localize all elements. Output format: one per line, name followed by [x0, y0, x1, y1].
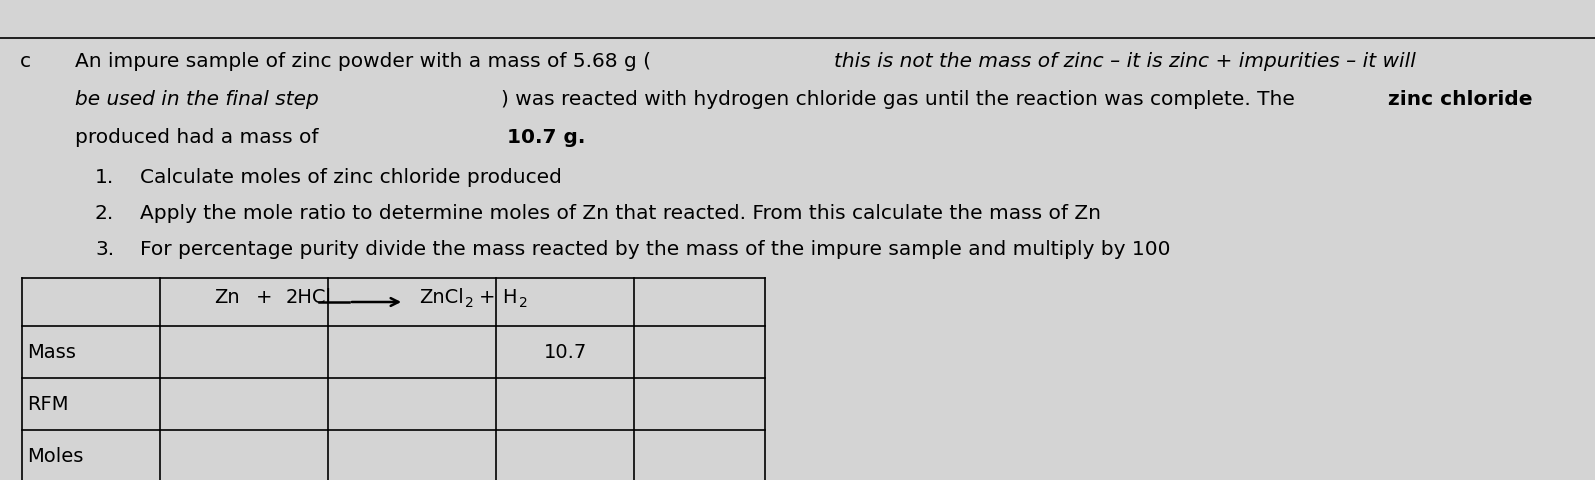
Text: ) was reacted with hydrogen chloride gas until the reaction was complete. The: ) was reacted with hydrogen chloride gas…: [501, 90, 1302, 109]
Text: zinc chloride: zinc chloride: [1388, 90, 1533, 109]
Text: c: c: [21, 52, 30, 71]
Text: +: +: [478, 288, 496, 307]
Text: 1.: 1.: [96, 168, 115, 187]
Text: Zn: Zn: [214, 288, 239, 307]
Text: 2.: 2.: [96, 204, 115, 223]
Text: Moles: Moles: [27, 446, 83, 466]
Text: this is not the mass of zinc – it is zinc + impurities – it will: this is not the mass of zinc – it is zin…: [834, 52, 1415, 71]
Text: RFM: RFM: [27, 395, 69, 413]
Text: 2: 2: [518, 296, 528, 310]
Text: For percentage purity divide the mass reacted by the mass of the impure sample a: For percentage purity divide the mass re…: [140, 240, 1171, 259]
Text: 10.7: 10.7: [544, 343, 587, 361]
Text: ZnCl: ZnCl: [419, 288, 464, 307]
Text: 2HCl: 2HCl: [286, 288, 332, 307]
Text: Apply the mole ratio to determine moles of Zn that reacted. From this calculate : Apply the mole ratio to determine moles …: [140, 204, 1101, 223]
Text: Mass: Mass: [27, 343, 77, 361]
Text: produced had a mass of: produced had a mass of: [75, 128, 325, 147]
Text: 2: 2: [466, 296, 474, 310]
Text: +: +: [257, 288, 273, 307]
Text: 10.7 g.: 10.7 g.: [507, 128, 585, 147]
Text: be used in the final step: be used in the final step: [75, 90, 319, 109]
Text: An impure sample of zinc powder with a mass of 5.68 g (: An impure sample of zinc powder with a m…: [75, 52, 651, 71]
Text: H: H: [502, 288, 517, 307]
Text: 3.: 3.: [96, 240, 115, 259]
Text: Calculate moles of zinc chloride produced: Calculate moles of zinc chloride produce…: [140, 168, 561, 187]
